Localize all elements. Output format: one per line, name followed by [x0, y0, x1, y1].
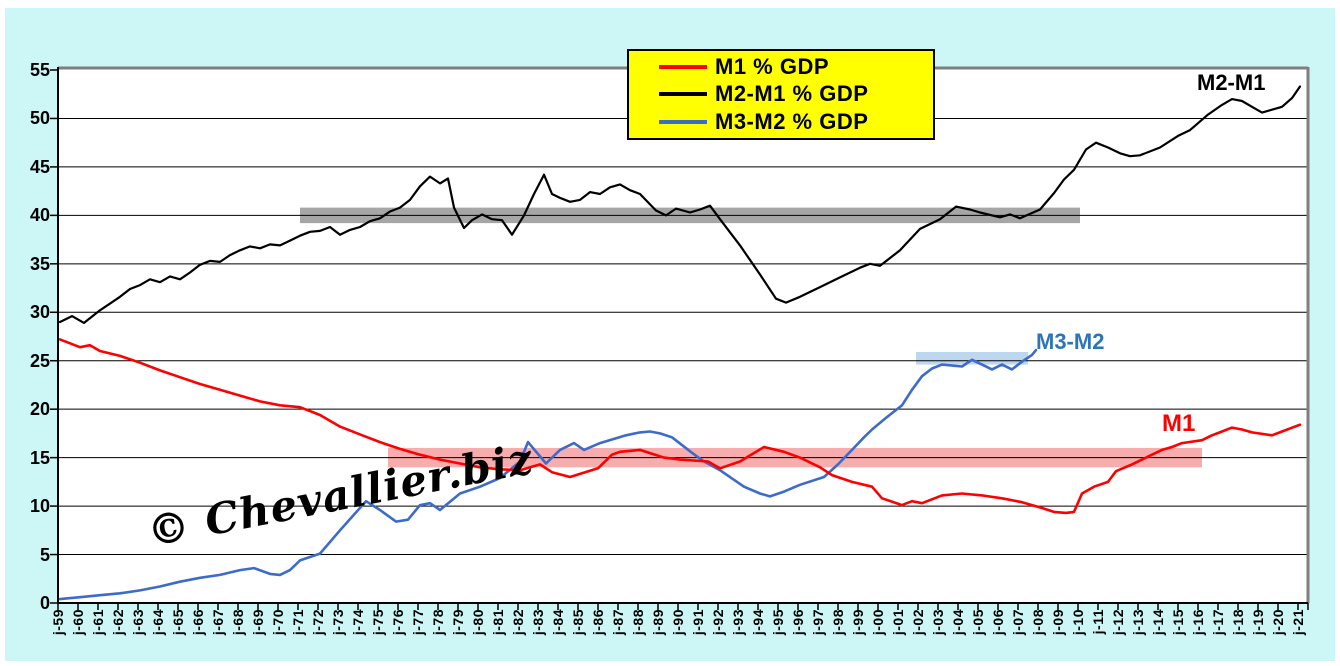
x-tick-label: j-77	[410, 609, 426, 636]
x-tick-label: j-73	[330, 609, 346, 636]
x-tick-label: j-11	[1090, 609, 1106, 635]
y-tick-label: 35	[29, 253, 50, 274]
series-line-m2m1	[58, 85, 1302, 324]
y-tick-label: 25	[29, 350, 50, 371]
legend: M1 % GDP M2-M1 % GDP M3-M2 % GDP	[627, 49, 935, 140]
x-tick-label: j-96	[790, 609, 806, 636]
x-tick-label: j-76	[390, 609, 406, 636]
x-tick-label: j-10	[1070, 609, 1086, 636]
legend-label-m2m1: M2-M1 % GDP	[715, 81, 869, 107]
x-tick-label: j-83	[530, 609, 546, 636]
legend-item-m3m2: M3-M2 % GDP	[659, 109, 933, 135]
x-tick-label: j-64	[150, 609, 166, 636]
x-tick-label: j-81	[490, 609, 506, 636]
x-tick-label: j-85	[570, 609, 586, 636]
x-tick-label: j-90	[670, 609, 686, 636]
x-tick-label: j-95	[770, 609, 786, 636]
x-tick-label: j-72	[310, 609, 326, 636]
annotation-m2m1: M2-M1	[1197, 70, 1266, 95]
x-tick-label: j-99	[850, 609, 866, 636]
x-tick-label: j-92	[710, 609, 726, 636]
x-tick-label: j-93	[730, 609, 746, 636]
x-tick-label: j-14	[1150, 609, 1166, 636]
x-tick-label: j-04	[950, 609, 966, 636]
x-tick-label: j-91	[690, 609, 706, 636]
y-tick-label: 5	[39, 544, 50, 565]
x-tick-label: j-06	[990, 609, 1006, 636]
x-tick-label: j-71	[290, 609, 306, 636]
x-tick-label: j-18	[1230, 609, 1246, 636]
series-line-m1	[58, 338, 1302, 515]
x-tick-label: j-69	[250, 609, 266, 636]
x-tick-label: j-79	[450, 609, 466, 636]
x-tick-label: j-02	[910, 609, 926, 636]
y-tick-label: 30	[29, 302, 50, 323]
y-tick-label: 55	[29, 60, 50, 80]
x-tick-label: j-74	[350, 609, 366, 636]
x-tick-label: j-84	[550, 609, 566, 636]
x-tick-label: j-68	[230, 609, 246, 636]
x-tick-label: j-61	[90, 609, 106, 636]
m3m2-line-swatch-icon	[659, 120, 707, 125]
plot-area	[58, 67, 1308, 603]
x-tick-label: j-87	[610, 609, 626, 636]
highlight-band	[916, 352, 1028, 365]
x-tick-label: j-75	[370, 609, 386, 636]
x-tick-label: j-63	[130, 609, 146, 636]
y-tick-label: 0	[39, 593, 50, 613]
x-tick-label: j-65	[170, 609, 186, 636]
x-tick-label: j-82	[510, 609, 526, 636]
y-tick-label: 45	[29, 156, 50, 177]
y-tick-label: 10	[29, 496, 50, 517]
x-tick-label: j-19	[1250, 609, 1266, 636]
y-tick-label: 40	[29, 205, 50, 226]
annotation-m3m2: M3-M2	[1036, 329, 1105, 354]
x-tick-label: j-67	[210, 609, 226, 636]
legend-label-m3m2: M3-M2 % GDP	[715, 109, 869, 135]
x-tick-label: j-07	[1010, 609, 1026, 636]
x-tick-label: j-62	[110, 609, 126, 636]
x-tick-label: j-03	[930, 609, 946, 636]
x-tick-label: j-13	[1130, 609, 1146, 636]
x-tick-label: j-98	[830, 609, 846, 636]
m1-line-swatch-icon	[659, 64, 707, 69]
annotation-m1: M1	[1162, 410, 1196, 437]
x-tick-label: j-09	[1050, 609, 1066, 636]
x-tick-label: j-20	[1270, 609, 1286, 636]
x-tick-label: j-05	[970, 609, 986, 636]
y-tick-label: 20	[29, 399, 50, 420]
x-tick-label: j-60	[70, 609, 86, 636]
y-tick-label: 15	[29, 447, 50, 468]
x-tick-label: j-01	[890, 609, 906, 636]
x-tick-label: j-94	[750, 609, 766, 636]
series-line-m3m2	[58, 348, 1038, 601]
x-tick-label: j-70	[270, 609, 286, 636]
legend-label-m1: M1 % GDP	[715, 53, 830, 79]
y-tick-label: 50	[29, 108, 50, 129]
x-tick-label: j-12	[1110, 609, 1126, 636]
x-tick-label: j-08	[1030, 609, 1046, 636]
m2m1-line-swatch-icon	[659, 92, 707, 97]
x-tick-label: j-86	[590, 609, 606, 636]
x-tick-label: j-78	[430, 609, 446, 636]
x-tick-label: j-15	[1170, 609, 1186, 636]
x-tick-label: j-16	[1190, 609, 1206, 636]
x-tick-label: j-59	[50, 609, 66, 636]
x-tick-label: j-88	[630, 609, 646, 636]
x-tick-label: j-17	[1210, 609, 1226, 636]
legend-item-m1: M1 % GDP	[659, 54, 933, 80]
x-tick-label: j-97	[810, 609, 826, 636]
x-tick-label: j-80	[470, 609, 486, 636]
legend-item-m2m1: M2-M1 % GDP	[659, 81, 933, 107]
x-tick-label: j-00	[870, 609, 886, 636]
x-tick-label: j-66	[190, 609, 206, 636]
x-tick-label: j-89	[650, 609, 666, 636]
x-tick-label: j-21	[1290, 609, 1306, 636]
